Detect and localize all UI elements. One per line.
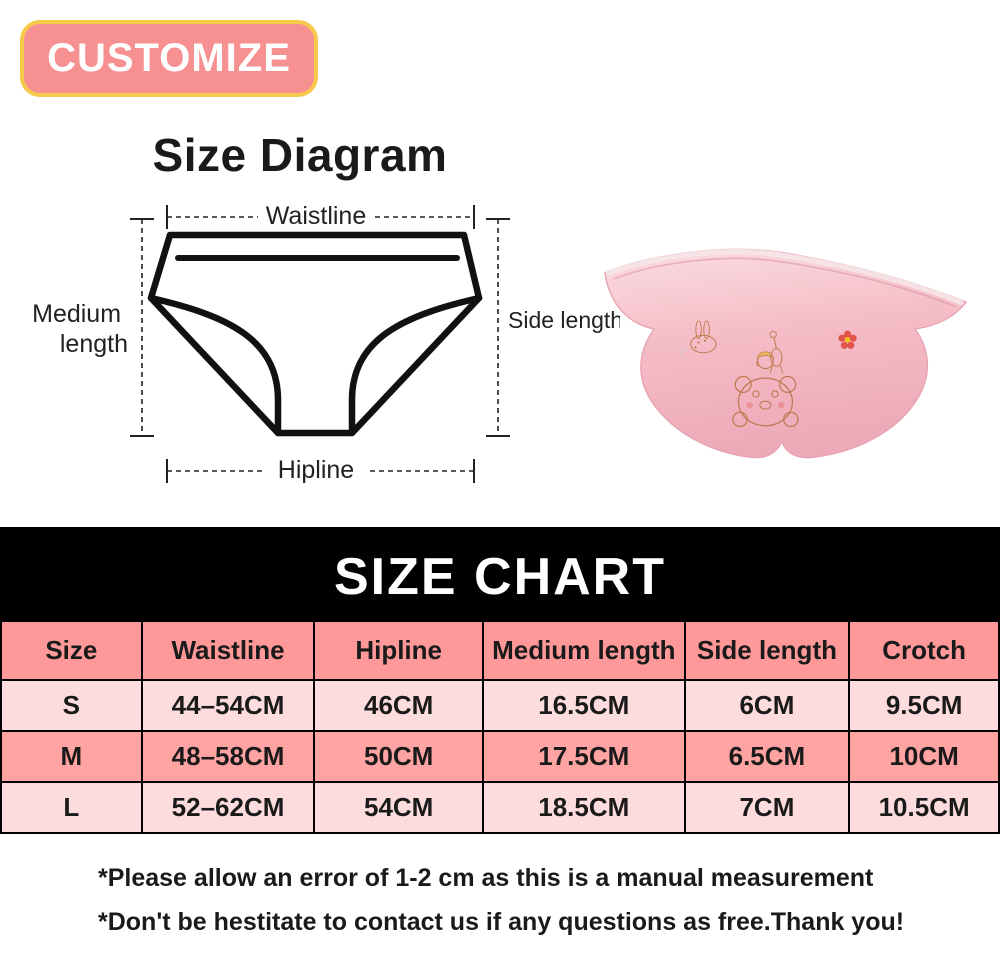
svg-text:Hipline: Hipline: [278, 456, 354, 484]
svg-text:Medium length: Medium length: [32, 300, 128, 358]
svg-text:Waistline: Waistline: [266, 202, 367, 230]
